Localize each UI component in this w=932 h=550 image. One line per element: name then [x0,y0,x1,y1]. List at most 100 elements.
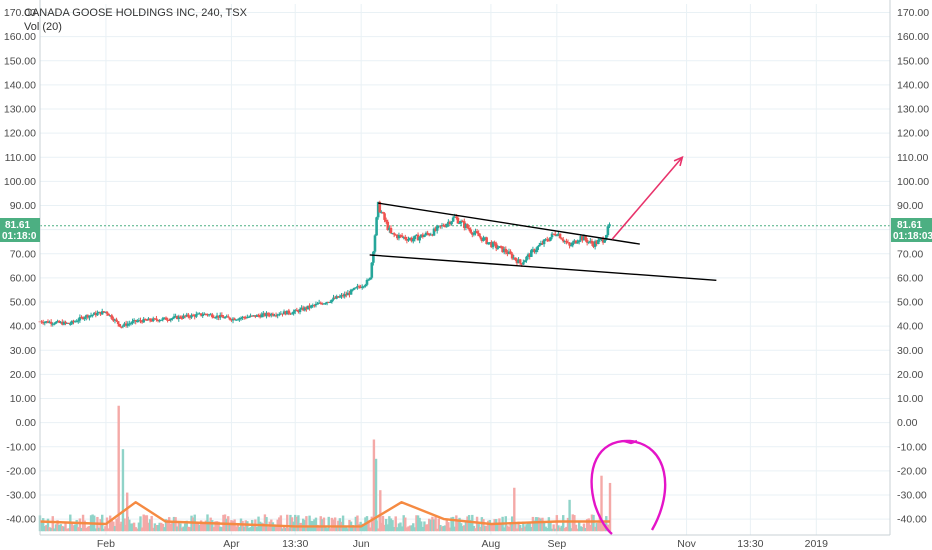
candle-body [100,311,104,315]
volume-bar [120,521,123,532]
volume-bar [153,523,157,532]
candle-body [143,318,147,320]
volume-bar [110,520,113,532]
candle-body [435,226,439,231]
candle-body [276,314,279,316]
candle-body [352,287,356,290]
candle-body [46,321,50,323]
volume-bar [490,523,493,532]
candle-body [238,318,241,320]
y-tick-label-right: 10.00 [897,393,923,405]
volume-bar [538,517,541,532]
volume-bar [515,528,519,532]
volume-bar [115,518,118,532]
candle-body [233,318,236,321]
candle-body [443,226,447,228]
drawing-annotations[interactable] [369,155,717,281]
candle-body [415,234,418,236]
volume-bar [453,526,456,532]
candle-body [348,292,351,295]
y-tick-label-right: 20.00 [897,369,923,381]
y-tick-label-left: 150.00 [4,55,36,67]
volume-bar [605,516,608,532]
candle-body [341,295,345,297]
symbol-title[interactable]: CANADA GOOSE HOLDINGS INC, 240, TSX [24,7,248,19]
volume-bar [290,517,294,532]
candle-body [458,223,461,225]
x-tick-label: Apr [223,538,240,550]
volume-bar [496,524,500,532]
candle-body [64,321,67,323]
candle-body [498,246,501,248]
candle-body [490,242,493,248]
candle-body [574,240,578,244]
y-tick-label-right: 100.00 [897,176,929,188]
target-arrow-shaft[interactable] [611,156,683,240]
candle-body [397,234,401,239]
volume-bar [86,526,90,532]
lower-trendline[interactable] [369,254,717,281]
candle-body [92,312,96,315]
volume-bar [191,517,195,532]
candle-body [493,242,496,244]
y-tick-label-left: -40.00 [6,514,36,526]
candle-body [190,314,193,318]
volume-bar [83,520,86,532]
y-tick-label-right: -10.00 [897,441,927,453]
candle-body [368,277,372,280]
countdown-label-right: 01:18:03 [893,231,932,242]
candle-body [595,241,599,245]
candle-body [242,316,246,318]
volume-bar [65,528,69,532]
volume-bar [155,524,158,532]
candle-body [459,220,463,224]
volume-bar [426,524,429,532]
candle-body [284,311,287,315]
x-tick-label: 2019 [805,538,829,550]
candle-body [206,314,209,316]
candle-body [239,317,243,319]
volume-bar [40,520,43,532]
candle-body [289,313,292,315]
candle-body [522,262,525,265]
volume-bar [386,524,389,532]
volume-bar [487,520,490,532]
volume-indicator-label[interactable]: Vol (20) [24,21,62,33]
candle-body [134,320,138,322]
y-tick-label-right: 170.00 [897,7,929,19]
volume-bar [472,525,476,532]
candle-body [547,240,551,242]
candle-body [207,314,211,316]
volume-bar [483,525,487,532]
target-arrow-head [673,155,684,167]
volume-bar [547,517,551,532]
volume-bar [560,525,563,532]
volume-bar [102,528,106,532]
upper-trendline[interactable] [378,202,640,245]
volume-bar [258,521,262,532]
candle-body [396,235,399,239]
candle-body [550,233,554,238]
volume-bar [70,523,74,532]
candle-body [384,219,388,222]
volume-bar [418,517,421,532]
volume-bar [131,523,134,532]
candle-body [576,242,579,244]
candle-body [252,315,256,317]
volume-spike [608,482,612,532]
candle-body [447,221,450,225]
circle-annotation-tail [623,439,638,445]
volume-bar [536,517,539,532]
volume-bar [412,523,415,532]
volume-bar [108,515,112,532]
volume-bar [152,527,155,532]
volume-bar [171,522,174,532]
candle-body [389,227,393,234]
circle-annotation[interactable] [590,439,667,535]
volume-bar [502,527,506,532]
volume-spike [568,499,571,532]
volume-bar [107,528,110,532]
